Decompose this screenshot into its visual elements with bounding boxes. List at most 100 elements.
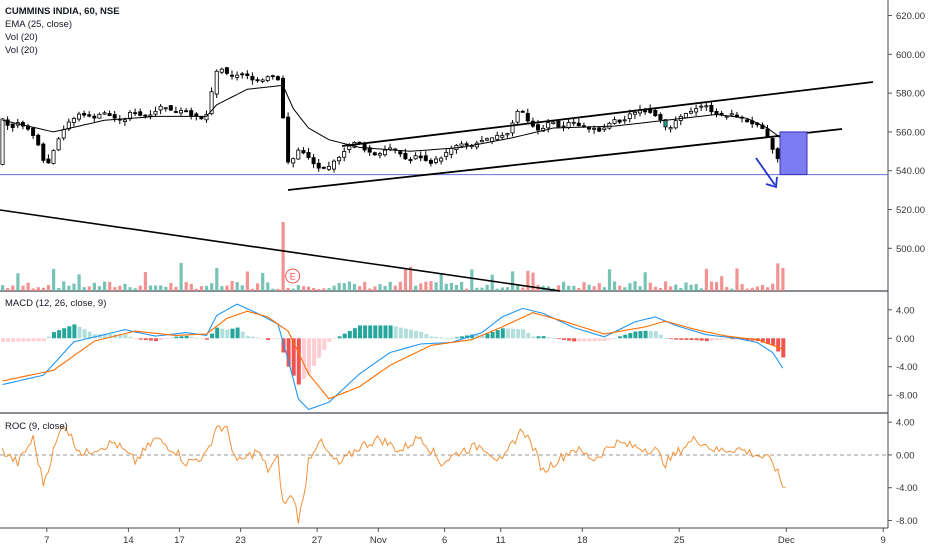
candle-body bbox=[184, 110, 189, 113]
macd-histogram-bar bbox=[271, 338, 276, 340]
volume-bar bbox=[485, 284, 489, 291]
volume-bar bbox=[286, 287, 290, 291]
roc-legend-label[interactable]: ROC (9, close) bbox=[5, 421, 68, 432]
candle-body bbox=[500, 135, 505, 138]
macd-histogram-bar bbox=[521, 329, 526, 339]
volume-bar bbox=[577, 287, 581, 291]
channel-lower-trendline bbox=[287, 128, 843, 191]
candle-body bbox=[31, 127, 36, 136]
candle-body bbox=[342, 151, 347, 158]
volume-bar bbox=[230, 281, 234, 291]
macd-histogram-bar bbox=[1, 338, 5, 342]
volume-bar bbox=[164, 286, 168, 291]
volume-bar bbox=[465, 288, 469, 291]
candle-body bbox=[719, 112, 724, 115]
candle-body bbox=[520, 110, 525, 113]
candle-body bbox=[5, 119, 10, 126]
macd-histogram-bar bbox=[592, 338, 597, 342]
macd-histogram-bar bbox=[11, 338, 16, 342]
price-axis-tick-label: 620.00 bbox=[896, 11, 925, 22]
macd-histogram-bar bbox=[475, 334, 480, 339]
time-axis-tick-label: 11 bbox=[496, 535, 506, 546]
candle-body bbox=[694, 108, 699, 113]
macd-histogram-bar bbox=[220, 328, 225, 339]
macd-histogram-bar bbox=[179, 336, 184, 339]
macd-histogram-bar bbox=[618, 336, 623, 339]
candle-body bbox=[663, 119, 668, 128]
candle-body bbox=[587, 127, 592, 130]
candle-body bbox=[245, 73, 250, 77]
candle-body bbox=[632, 111, 637, 115]
volume-bar bbox=[572, 285, 576, 291]
volume-bar bbox=[301, 286, 306, 291]
candle-body bbox=[56, 138, 61, 151]
volume-bar bbox=[383, 285, 387, 291]
volume-bar bbox=[669, 286, 673, 291]
volume-bar bbox=[138, 285, 142, 291]
macd-histogram-bar bbox=[653, 331, 658, 339]
candle-body bbox=[168, 105, 173, 111]
volume-bar bbox=[169, 283, 173, 291]
volume-bar bbox=[567, 285, 571, 291]
candle-body bbox=[505, 133, 510, 136]
macd-histogram-bar bbox=[689, 338, 694, 341]
macd-histogram-bar bbox=[250, 336, 255, 339]
ema-line bbox=[2, 84, 784, 152]
macd-histogram-bar bbox=[301, 338, 306, 380]
candle-body bbox=[122, 119, 127, 122]
candle-body bbox=[439, 157, 444, 162]
macd-histogram-bar bbox=[41, 338, 46, 342]
volume-bar bbox=[67, 285, 71, 291]
candle-body bbox=[51, 150, 56, 164]
macd-histogram-bar bbox=[638, 331, 643, 339]
volume-legend-1[interactable]: Vol (20) bbox=[5, 32, 38, 43]
volume-bar bbox=[414, 285, 418, 291]
volume-bar bbox=[378, 284, 382, 291]
volume-bar bbox=[199, 286, 204, 291]
candle-body bbox=[138, 111, 143, 116]
time-axis-tick-label: 18 bbox=[577, 535, 588, 546]
volume-bar bbox=[317, 288, 321, 291]
candle-body bbox=[607, 122, 612, 129]
macd-histogram-bar bbox=[709, 338, 714, 341]
channel-upper-trendline bbox=[341, 81, 874, 147]
macd-histogram-bar bbox=[388, 325, 393, 339]
time-axis-tick-label: 9 bbox=[881, 535, 886, 546]
candle-body bbox=[204, 114, 209, 121]
volume-bar bbox=[516, 285, 520, 291]
macd-histogram-bar bbox=[398, 327, 403, 339]
symbol-title[interactable]: CUMMINS INDIA, 60, NSE bbox=[5, 6, 120, 17]
candle-body bbox=[775, 148, 780, 160]
candle-body bbox=[87, 114, 92, 117]
candle-body bbox=[602, 127, 607, 131]
volume-bar bbox=[740, 284, 744, 291]
time-axis-tick-label: 23 bbox=[235, 535, 246, 546]
volume-bar bbox=[480, 287, 484, 291]
volume-bar bbox=[332, 285, 336, 291]
candle-body bbox=[235, 74, 240, 78]
volume-bar bbox=[363, 281, 367, 291]
macd-legend-label[interactable]: MACD (12, 26, close, 9) bbox=[5, 298, 107, 309]
macd-histogram-bar bbox=[128, 336, 133, 339]
candle-body bbox=[449, 147, 454, 155]
candle-body bbox=[566, 122, 571, 128]
candle-body bbox=[413, 155, 418, 160]
roc-line bbox=[2, 425, 786, 524]
volume-bar bbox=[123, 283, 127, 291]
candle-body bbox=[265, 76, 270, 81]
ema-legend[interactable]: EMA (25, close) bbox=[5, 19, 73, 30]
candle-body bbox=[459, 143, 464, 147]
macd-histogram-bar bbox=[531, 336, 536, 339]
macd-histogram-bar bbox=[184, 335, 189, 339]
macd-histogram-bar bbox=[760, 338, 765, 343]
candle-body bbox=[658, 114, 663, 121]
macd-histogram-bar bbox=[21, 338, 26, 342]
volume-legend-2[interactable]: Vol (20) bbox=[5, 45, 38, 56]
macd-histogram-bar bbox=[577, 338, 582, 342]
candle-body bbox=[495, 135, 500, 140]
volume-bar bbox=[225, 285, 229, 291]
price-axis-tick-label: 600.00 bbox=[896, 50, 925, 61]
candle-body bbox=[240, 73, 245, 76]
volume-bar bbox=[108, 281, 112, 291]
